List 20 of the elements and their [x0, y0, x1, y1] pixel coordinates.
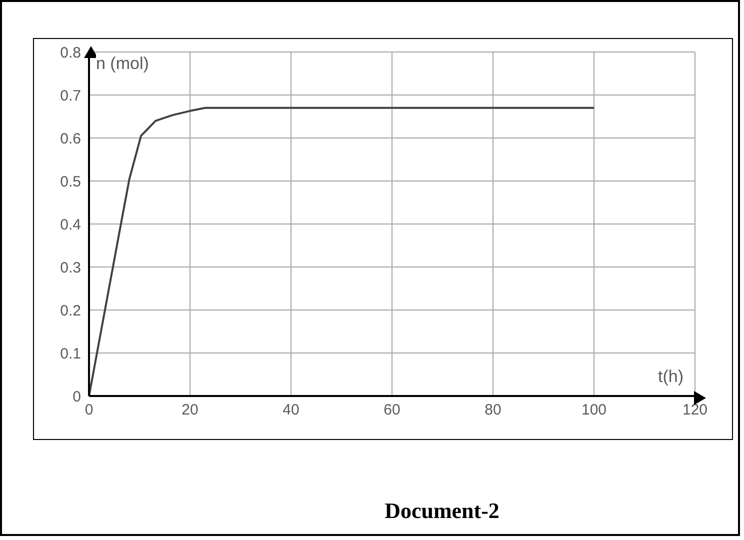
x-tick-label: 0	[84, 402, 94, 419]
y-tick-label: 0.7	[60, 87, 81, 104]
y-tick-label: 0.6	[60, 130, 81, 148]
x-tick-label: 100	[581, 402, 607, 419]
x-tick-label: 20	[182, 402, 198, 419]
y-tick-label: 0.8	[60, 44, 81, 62]
x-tick-label: 120	[682, 402, 708, 419]
x-tick-label: 40	[282, 402, 300, 419]
y-tick-label: 0	[72, 388, 81, 406]
x-tick-label: 60	[384, 402, 400, 419]
y-tick-label: 0.1	[60, 345, 81, 362]
x-tick-label: 80	[484, 402, 502, 419]
y-tick-label: 0.2	[60, 302, 81, 320]
y-tick-label: 0.5	[60, 173, 81, 190]
y-tick-label: 0.4	[60, 216, 81, 234]
y-tick-label: 0.3	[60, 259, 81, 276]
x-axis-title: t(h)	[658, 367, 684, 387]
y-axis-title: n (mol)	[96, 54, 149, 74]
line-series	[89, 106, 595, 396]
text: Document-2	[384, 498, 500, 524]
